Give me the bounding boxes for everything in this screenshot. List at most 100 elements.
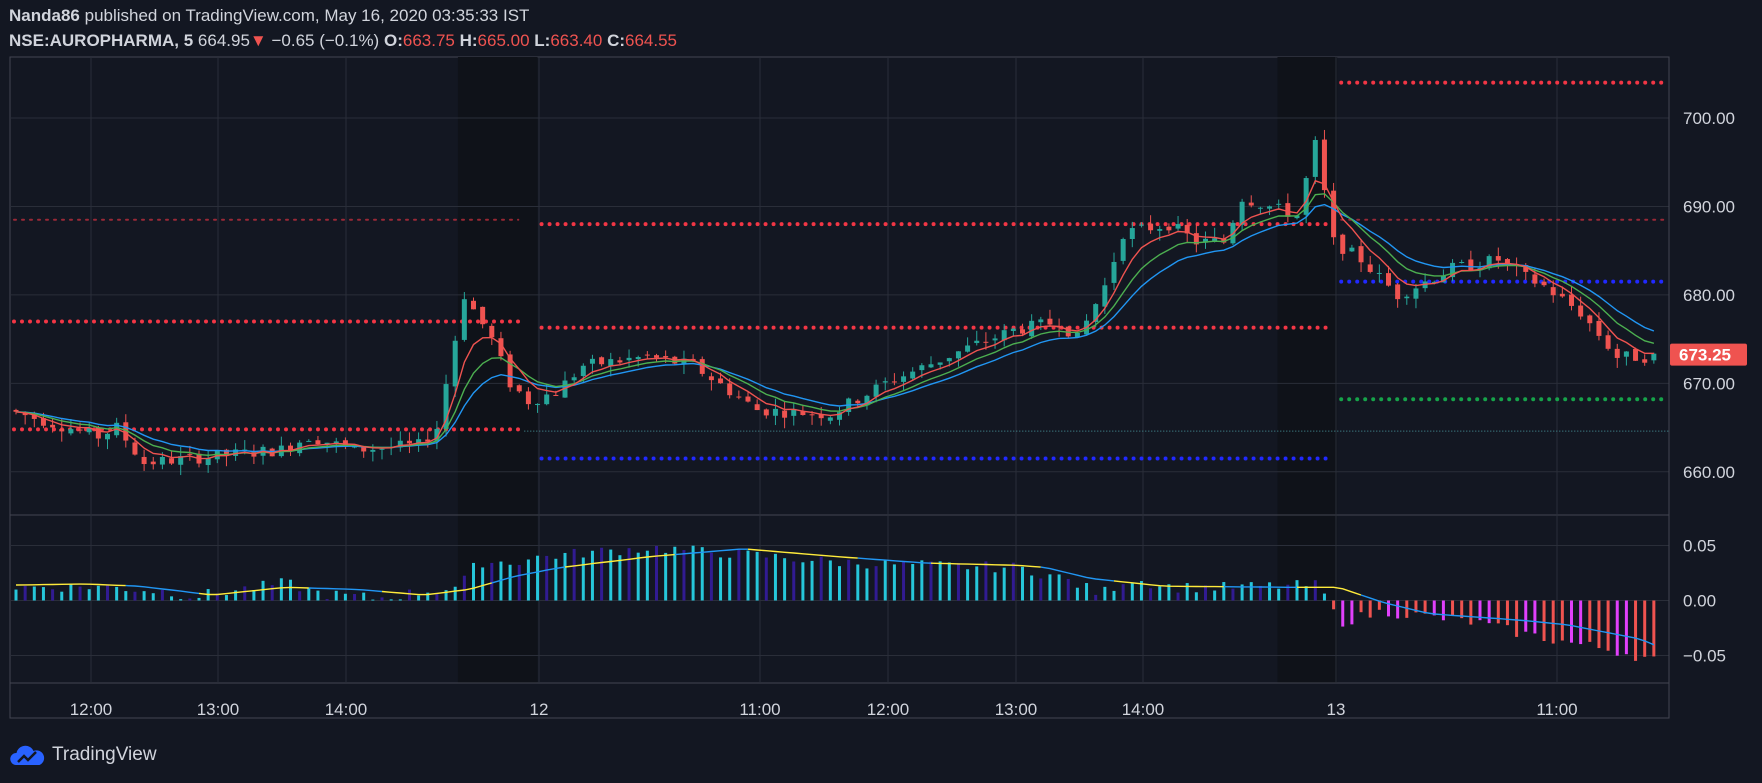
current-price-badge [1670,343,1747,366]
candle-body [965,345,971,352]
candle-body [159,456,165,465]
candle-body [1614,348,1620,358]
candle-body [1120,239,1126,261]
candle-body [1138,224,1144,226]
candle-body [1111,261,1117,283]
signal-line [491,566,566,584]
candle-body [1193,233,1199,245]
candle-body [772,408,778,416]
candle-body [626,357,632,361]
session-shade [457,57,538,683]
candle-body [1504,259,1510,264]
time-tick-label: 14:00 [325,700,368,719]
price-tick-label: 680.00 [1683,286,1735,305]
low-label: L: [534,31,551,50]
open-value: 663.75 [402,31,455,50]
ema-fast-line [15,179,1654,460]
candle-body [635,357,641,360]
low-value: 663.40 [550,31,603,50]
candle-body [535,403,541,406]
candle-body [370,449,376,452]
candle-body [745,396,751,402]
candle-body [983,341,989,343]
candle-body [1267,206,1273,209]
time-tick-label: 13:00 [197,700,240,719]
candle-body [507,354,513,388]
candle-body [1257,207,1263,209]
candle-body [1559,293,1565,297]
candle-body [1321,139,1327,191]
candle-body [1541,281,1547,286]
candle-body [324,442,330,445]
candle-body [736,396,742,398]
candle-body [406,440,412,444]
candle-body [580,365,586,377]
candle-body [315,440,321,445]
candle-body [599,357,605,365]
candle-body [562,380,568,398]
candle-body [855,400,861,404]
time-tick-label: 12:00 [867,700,910,719]
candle-body [891,381,897,383]
candle-body [223,449,229,456]
candle-body [150,461,156,465]
candle-body [1532,274,1538,284]
candle-body [397,440,403,448]
candle-body [1450,262,1456,278]
candle-body [553,394,559,396]
candle-body [233,449,239,456]
candle-body [86,427,92,433]
candle-body [1303,178,1309,215]
candle-body [1495,256,1501,261]
candle-body [95,427,101,439]
candle-body [169,458,175,464]
tradingview-logo[interactable]: TradingView [10,743,157,767]
author-name[interactable]: Nanda86 [9,6,80,25]
candle-body [1358,246,1364,263]
candle-body [498,338,504,357]
candle-body [1340,234,1346,254]
candle-body [1395,284,1401,300]
candle-body [791,408,797,416]
candle-body [955,351,961,359]
candle-body [818,414,824,419]
signal-line [747,548,858,559]
tradingview-cloud-logo-icon [10,745,45,765]
price-tick-label: 700.00 [1683,109,1735,128]
price-tick-label: 690.00 [1683,197,1735,216]
candle-body [1010,328,1016,331]
candle-body [1001,330,1007,341]
candle-body [1038,319,1044,323]
candle-body [754,404,760,411]
candle-body [1587,315,1593,324]
candle-body [873,384,879,397]
time-tick-label: 13:00 [995,700,1038,719]
candle-body [525,391,531,405]
symbol-legend: NSE:AUROPHARMA, 5 664.95▼ −0.65 (−0.1%) … [9,31,677,51]
price-change: −0.65 (−0.1%) [271,31,380,50]
candle-body [1486,256,1492,269]
symbol-name[interactable]: NSE:AUROPHARMA, 5 [9,31,194,50]
open-label: O: [383,31,403,50]
candle-body [1029,320,1035,337]
candle-body [1294,215,1300,219]
osc-tick-label: −0.05 [1683,647,1726,666]
time-tick-label: 12:00 [70,700,113,719]
candle-body [663,356,669,358]
signal-line [1360,594,1655,646]
signal-line [308,587,383,593]
signal-line [125,584,200,595]
chart-frame [9,56,1670,719]
candle-body [937,362,943,365]
candle-body [1020,329,1025,334]
signal-line [15,583,126,587]
candle-body [654,355,659,358]
candle-body [1459,261,1465,263]
candle-body [1166,226,1172,231]
candle-body [1569,294,1574,306]
candle-body [1285,203,1291,217]
candle-body [1157,229,1163,231]
candle-body [901,376,907,382]
candle-body [1596,320,1602,336]
